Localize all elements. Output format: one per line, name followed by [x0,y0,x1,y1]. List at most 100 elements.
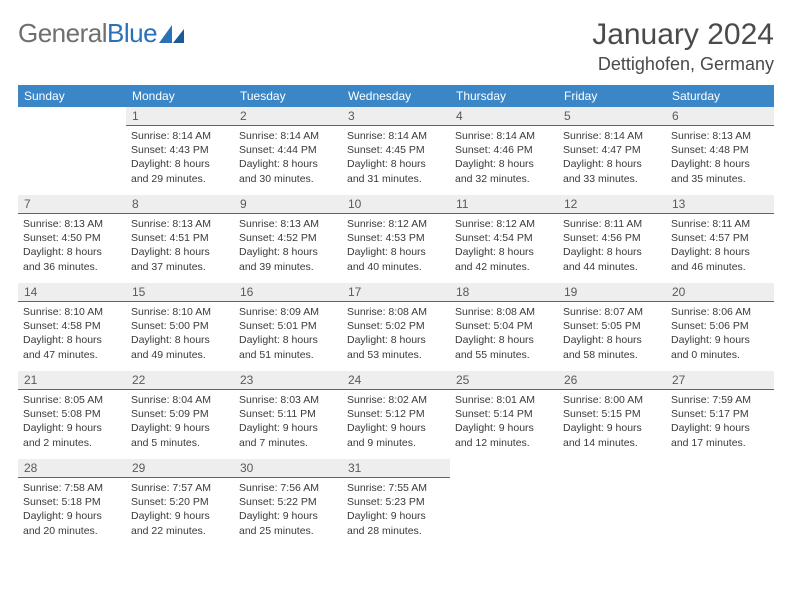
day-line-ss: Sunset: 5:05 PM [563,319,661,333]
day-details: Sunrise: 8:03 AMSunset: 5:11 PMDaylight:… [234,390,342,454]
day-line-sr: Sunrise: 7:57 AM [131,481,229,495]
day-line-ss: Sunset: 4:53 PM [347,231,445,245]
day-line-d2: and 30 minutes. [239,172,337,186]
day-details: Sunrise: 8:12 AMSunset: 4:53 PMDaylight:… [342,214,450,278]
calendar-cell: 22Sunrise: 8:04 AMSunset: 5:09 PMDayligh… [126,371,234,459]
day-line-ss: Sunset: 4:52 PM [239,231,337,245]
day-header: Friday [558,85,666,107]
calendar-row: 7Sunrise: 8:13 AMSunset: 4:50 PMDaylight… [18,195,774,283]
calendar-cell: 2Sunrise: 8:14 AMSunset: 4:44 PMDaylight… [234,107,342,195]
day-line-sr: Sunrise: 8:13 AM [671,129,769,143]
day-number: 10 [342,195,450,214]
day-line-d2: and 37 minutes. [131,260,229,274]
day-line-sr: Sunrise: 8:04 AM [131,393,229,407]
calendar-cell: 16Sunrise: 8:09 AMSunset: 5:01 PMDayligh… [234,283,342,371]
calendar-cell: 25Sunrise: 8:01 AMSunset: 5:14 PMDayligh… [450,371,558,459]
day-details: Sunrise: 8:11 AMSunset: 4:56 PMDaylight:… [558,214,666,278]
day-line-sr: Sunrise: 8:14 AM [455,129,553,143]
day-line-d1: Daylight: 9 hours [131,509,229,523]
day-line-d1: Daylight: 8 hours [671,157,769,171]
day-line-ss: Sunset: 5:18 PM [23,495,121,509]
logo: GeneralBlue [18,18,185,49]
day-line-d1: Daylight: 9 hours [347,509,445,523]
calendar-cell: 12Sunrise: 8:11 AMSunset: 4:56 PMDayligh… [558,195,666,283]
day-line-sr: Sunrise: 8:05 AM [23,393,121,407]
day-line-d1: Daylight: 8 hours [131,333,229,347]
day-line-d2: and 17 minutes. [671,436,769,450]
day-number: 23 [234,371,342,390]
day-line-d1: Daylight: 9 hours [23,421,121,435]
day-line-sr: Sunrise: 7:59 AM [671,393,769,407]
calendar-cell: 28Sunrise: 7:58 AMSunset: 5:18 PMDayligh… [18,459,126,547]
day-line-d1: Daylight: 8 hours [347,245,445,259]
calendar-cell: 24Sunrise: 8:02 AMSunset: 5:12 PMDayligh… [342,371,450,459]
day-line-sr: Sunrise: 8:14 AM [347,129,445,143]
day-line-d1: Daylight: 8 hours [563,333,661,347]
day-details: Sunrise: 8:10 AMSunset: 5:00 PMDaylight:… [126,302,234,366]
day-header: Thursday [450,85,558,107]
location: Dettighofen, Germany [592,54,774,75]
day-number: 21 [18,371,126,390]
day-number: 28 [18,459,126,478]
day-line-ss: Sunset: 5:00 PM [131,319,229,333]
day-details: Sunrise: 8:01 AMSunset: 5:14 PMDaylight:… [450,390,558,454]
day-line-d1: Daylight: 9 hours [671,333,769,347]
day-line-sr: Sunrise: 8:03 AM [239,393,337,407]
day-details: Sunrise: 7:55 AMSunset: 5:23 PMDaylight:… [342,478,450,542]
day-number: 20 [666,283,774,302]
calendar-cell: 18Sunrise: 8:08 AMSunset: 5:04 PMDayligh… [450,283,558,371]
title-block: January 2024 Dettighofen, Germany [592,18,774,75]
day-line-d1: Daylight: 8 hours [239,157,337,171]
day-number: 13 [666,195,774,214]
day-line-d2: and 39 minutes. [239,260,337,274]
day-line-d2: and 25 minutes. [239,524,337,538]
calendar-cell [666,459,774,547]
day-line-d1: Daylight: 9 hours [23,509,121,523]
day-line-d1: Daylight: 8 hours [455,333,553,347]
day-line-d1: Daylight: 8 hours [563,157,661,171]
day-line-ss: Sunset: 4:47 PM [563,143,661,157]
day-line-sr: Sunrise: 8:08 AM [347,305,445,319]
day-number: 25 [450,371,558,390]
calendar-cell: 1Sunrise: 8:14 AMSunset: 4:43 PMDaylight… [126,107,234,195]
day-details: Sunrise: 8:13 AMSunset: 4:52 PMDaylight:… [234,214,342,278]
day-details: Sunrise: 8:14 AMSunset: 4:46 PMDaylight:… [450,126,558,190]
calendar-cell: 10Sunrise: 8:12 AMSunset: 4:53 PMDayligh… [342,195,450,283]
day-line-ss: Sunset: 4:58 PM [23,319,121,333]
day-line-d2: and 32 minutes. [455,172,553,186]
day-line-ss: Sunset: 5:01 PM [239,319,337,333]
day-details: Sunrise: 8:06 AMSunset: 5:06 PMDaylight:… [666,302,774,366]
day-details: Sunrise: 8:14 AMSunset: 4:45 PMDaylight:… [342,126,450,190]
day-details: Sunrise: 8:07 AMSunset: 5:05 PMDaylight:… [558,302,666,366]
calendar-cell: 14Sunrise: 8:10 AMSunset: 4:58 PMDayligh… [18,283,126,371]
day-line-ss: Sunset: 4:57 PM [671,231,769,245]
day-line-sr: Sunrise: 8:11 AM [563,217,661,231]
day-line-d2: and 35 minutes. [671,172,769,186]
calendar-cell: 3Sunrise: 8:14 AMSunset: 4:45 PMDaylight… [342,107,450,195]
day-details: Sunrise: 8:14 AMSunset: 4:47 PMDaylight:… [558,126,666,190]
day-number: 17 [342,283,450,302]
day-line-sr: Sunrise: 8:07 AM [563,305,661,319]
day-line-ss: Sunset: 5:04 PM [455,319,553,333]
day-number: 8 [126,195,234,214]
day-number: 14 [18,283,126,302]
day-number: 9 [234,195,342,214]
day-line-d2: and 22 minutes. [131,524,229,538]
day-line-ss: Sunset: 5:22 PM [239,495,337,509]
day-line-ss: Sunset: 4:48 PM [671,143,769,157]
day-details: Sunrise: 8:10 AMSunset: 4:58 PMDaylight:… [18,302,126,366]
day-line-d1: Daylight: 8 hours [455,245,553,259]
day-number: 6 [666,107,774,126]
day-line-sr: Sunrise: 8:06 AM [671,305,769,319]
calendar-cell: 11Sunrise: 8:12 AMSunset: 4:54 PMDayligh… [450,195,558,283]
calendar-cell: 20Sunrise: 8:06 AMSunset: 5:06 PMDayligh… [666,283,774,371]
day-details: Sunrise: 7:57 AMSunset: 5:20 PMDaylight:… [126,478,234,542]
day-details: Sunrise: 8:12 AMSunset: 4:54 PMDaylight:… [450,214,558,278]
calendar-cell: 15Sunrise: 8:10 AMSunset: 5:00 PMDayligh… [126,283,234,371]
day-line-sr: Sunrise: 8:12 AM [455,217,553,231]
day-number: 3 [342,107,450,126]
day-details: Sunrise: 8:14 AMSunset: 4:44 PMDaylight:… [234,126,342,190]
day-details: Sunrise: 7:59 AMSunset: 5:17 PMDaylight:… [666,390,774,454]
day-line-ss: Sunset: 4:46 PM [455,143,553,157]
day-line-sr: Sunrise: 8:14 AM [131,129,229,143]
